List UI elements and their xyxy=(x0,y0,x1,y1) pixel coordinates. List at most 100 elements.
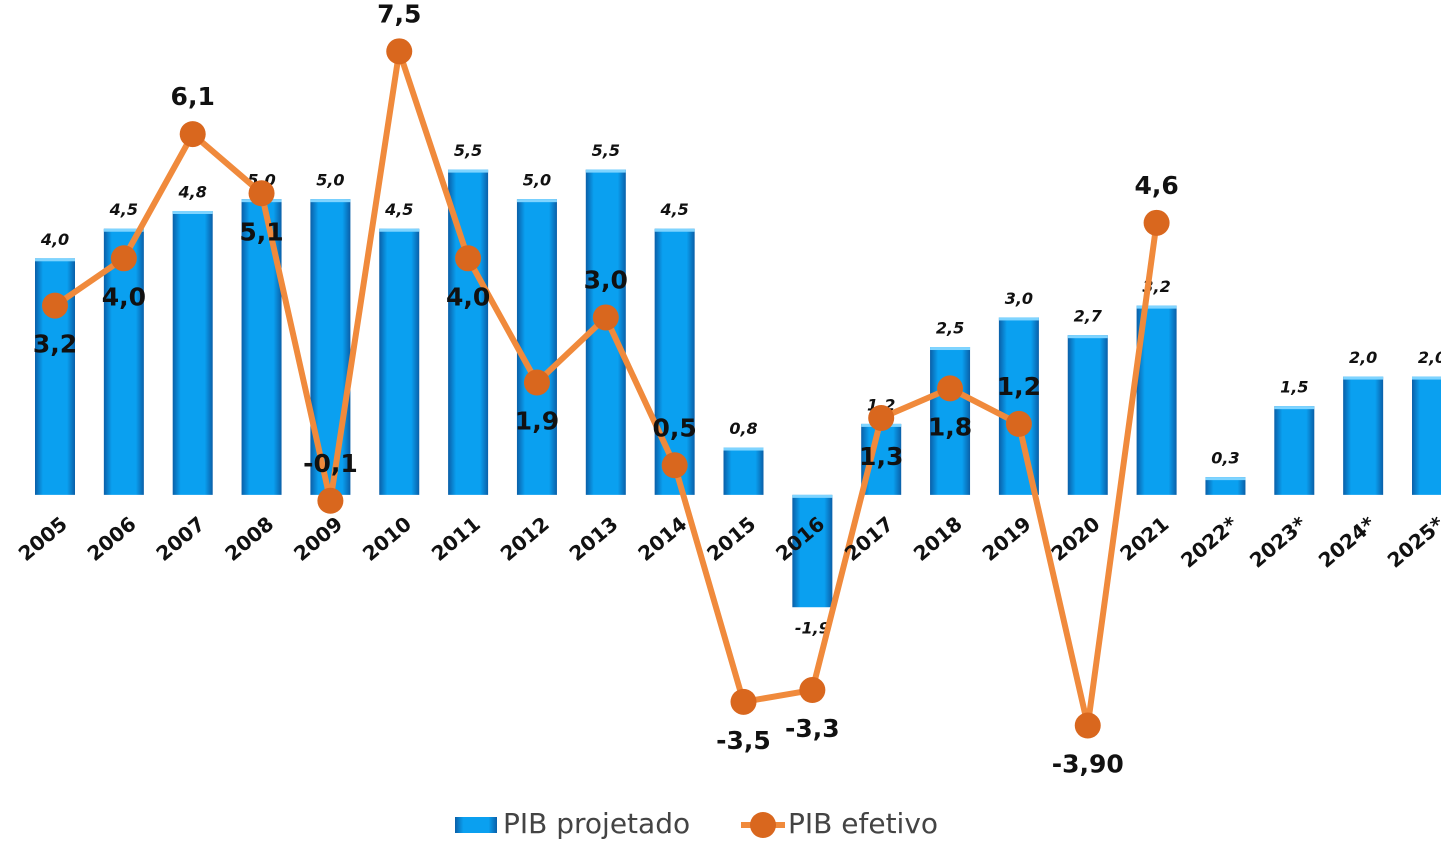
bar-top xyxy=(1274,406,1315,410)
line-label: -3,5 xyxy=(716,726,771,755)
bar-label: 2,7 xyxy=(1074,307,1103,326)
x-tick-label: 2019 xyxy=(978,512,1036,566)
line-label: 0,5 xyxy=(653,413,697,442)
bar-label: 1,5 xyxy=(1280,378,1308,397)
x-tick-label: 2012 xyxy=(496,512,554,566)
bar-top xyxy=(172,210,213,214)
bar-top xyxy=(930,347,971,351)
bar-top xyxy=(310,199,351,203)
line-marker xyxy=(1074,712,1101,739)
bar-label: 4,8 xyxy=(178,182,207,201)
bar-label: 2,0 xyxy=(1349,348,1377,367)
bar xyxy=(1067,335,1108,495)
bar-label: 5,0 xyxy=(523,171,551,190)
bar-top xyxy=(1343,376,1384,380)
line-marker xyxy=(592,304,619,331)
legend-swatch xyxy=(455,817,497,833)
line-marker xyxy=(179,121,206,148)
line-label: 4,0 xyxy=(102,282,146,311)
line-label: -3,3 xyxy=(785,714,840,743)
bar xyxy=(1205,477,1246,495)
bar-top xyxy=(792,494,833,498)
x-tick-label: 2023* xyxy=(1245,511,1311,572)
line-label: 1,3 xyxy=(859,442,903,471)
x-tick-label: 2024* xyxy=(1314,511,1380,572)
legend-label: PIB efetivo xyxy=(788,807,938,840)
bar-top xyxy=(723,447,764,451)
bar-label: 0,3 xyxy=(1211,449,1239,468)
bar-label: 2,0 xyxy=(1418,348,1441,367)
x-tick-label: 2013 xyxy=(564,512,622,566)
bar-top xyxy=(1412,376,1441,380)
line-label: 1,8 xyxy=(928,412,972,441)
bar-top xyxy=(585,169,626,173)
x-tick-label: 2010 xyxy=(358,512,416,566)
line-marker xyxy=(730,688,757,715)
x-tick-label: 2022* xyxy=(1176,511,1242,572)
bar xyxy=(1412,376,1441,495)
x-tick-label: 2025* xyxy=(1383,511,1441,572)
x-tick-label: 2015 xyxy=(702,512,760,566)
line-marker xyxy=(1143,209,1170,236)
legend-marker xyxy=(750,812,776,838)
line-marker xyxy=(523,369,550,396)
bar xyxy=(172,210,213,495)
bar xyxy=(998,317,1039,495)
bar xyxy=(654,228,695,495)
line-label: 1,2 xyxy=(997,372,1041,401)
bar-top xyxy=(654,228,695,232)
bar-label: 2,5 xyxy=(936,319,964,338)
bar-top xyxy=(379,228,420,232)
bar-top xyxy=(1067,335,1108,339)
bar xyxy=(1343,376,1384,495)
legend-label: PIB projetado xyxy=(503,807,690,840)
bar-top xyxy=(1136,305,1177,309)
line-label: 7,5 xyxy=(377,0,421,28)
bar xyxy=(379,228,420,495)
bar-label: 4,5 xyxy=(384,200,413,219)
x-tick-label: 2005 xyxy=(14,512,72,566)
x-tick-label: 2008 xyxy=(220,512,278,566)
line-marker xyxy=(937,375,964,402)
bar-label: 5,5 xyxy=(454,141,482,160)
bar-label: -1,9 xyxy=(795,619,830,638)
x-tick-label: 2018 xyxy=(909,512,967,566)
line-marker xyxy=(868,404,895,431)
bar-label: 0,8 xyxy=(729,419,757,438)
bar-top xyxy=(516,199,557,203)
x-tick-label: 2014 xyxy=(633,512,691,566)
x-tick-label: 2009 xyxy=(289,512,347,566)
line-marker xyxy=(799,677,826,704)
bar-label: 4,0 xyxy=(40,230,69,249)
line-marker xyxy=(248,180,275,207)
line-label: 5,1 xyxy=(239,217,283,246)
line-label: 3,2 xyxy=(33,330,77,359)
bar xyxy=(723,447,764,495)
bar xyxy=(792,494,833,608)
bar-label: 5,0 xyxy=(316,171,344,190)
bar-top xyxy=(1205,477,1246,481)
bar xyxy=(930,347,971,495)
bar xyxy=(516,199,557,495)
bar-label: 5,5 xyxy=(592,141,620,160)
bar-top xyxy=(448,169,489,173)
line-marker xyxy=(386,38,413,65)
bar xyxy=(103,228,144,495)
bar-top xyxy=(998,317,1039,321)
line-label: -3,90 xyxy=(1052,750,1124,779)
x-tick-label: 2006 xyxy=(83,512,141,566)
line-label: 1,9 xyxy=(515,407,559,436)
line-label: -0,1 xyxy=(303,449,358,478)
line-marker xyxy=(317,487,344,514)
bar-label: 4,5 xyxy=(659,200,688,219)
x-tick-label: 2021 xyxy=(1115,512,1173,566)
line-marker xyxy=(455,245,482,272)
line-label: 3,0 xyxy=(584,265,628,294)
line-label: 4,6 xyxy=(1134,171,1178,200)
bar xyxy=(1274,406,1315,495)
line-marker xyxy=(42,292,68,319)
line-marker xyxy=(110,245,137,272)
bar-top xyxy=(103,228,144,232)
x-tick-label: 2007 xyxy=(151,512,209,566)
